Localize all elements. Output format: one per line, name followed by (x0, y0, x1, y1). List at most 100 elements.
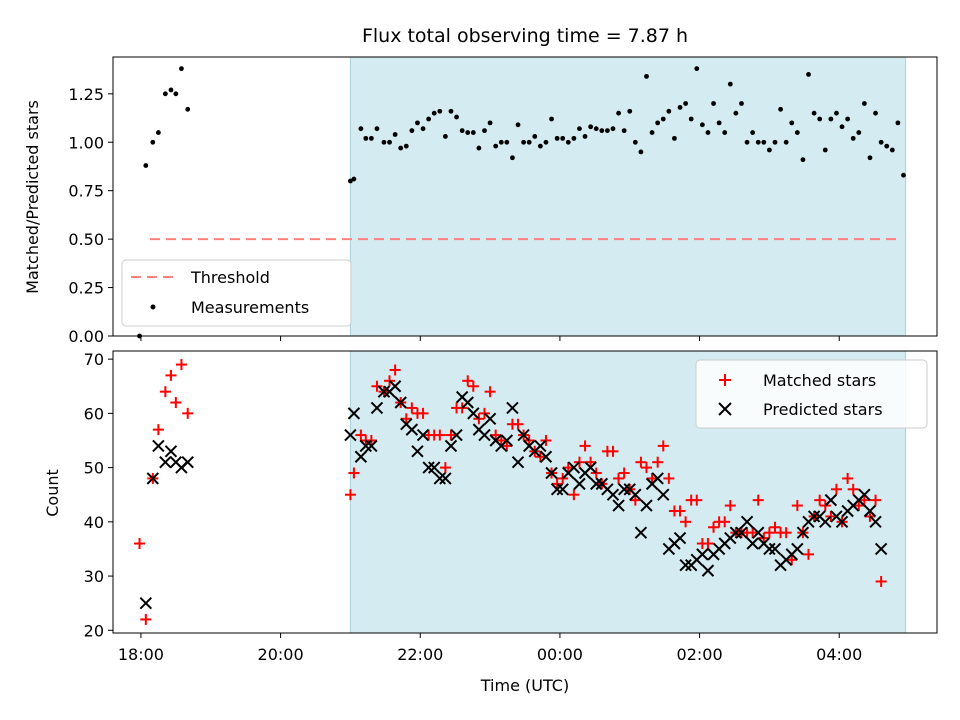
matched-star-point (365, 434, 377, 446)
predicted-star-point (590, 477, 603, 491)
matched-star-point (657, 440, 669, 452)
measurement-point (632, 139, 638, 145)
matched-star-point (355, 429, 367, 441)
measurement-point (526, 139, 532, 145)
measurement-point (605, 128, 610, 134)
measurement-point (806, 72, 811, 77)
measurement-point (677, 104, 683, 110)
measurement-point (610, 126, 616, 132)
bottom-axes-frame (112, 350, 938, 634)
measurement-point (549, 116, 554, 122)
measurement-point (437, 108, 443, 114)
matched-star-point (847, 483, 859, 495)
measurement-point (554, 135, 560, 141)
matched-star-point (152, 424, 164, 436)
predicted-star-point (606, 488, 620, 501)
matched-star-point (830, 483, 842, 495)
measurement-point (789, 120, 795, 126)
predicted-star-point (673, 531, 687, 545)
legend-threshold-label: Threshold (190, 268, 270, 287)
predicted-star-point (164, 445, 178, 458)
measurement-point (577, 126, 582, 132)
top-y-ticks: 0.00 0.25 0.50 0.75 1.00 1.25 (68, 85, 113, 346)
top-y-tick-label: 0.25 (68, 279, 104, 298)
measurement-point (351, 176, 357, 182)
measurement-point (162, 91, 168, 97)
matched-star-point (629, 494, 641, 506)
measurement-point (387, 139, 392, 145)
measurement-point (856, 130, 862, 135)
predicted-star-point (354, 450, 368, 463)
measurement-point (761, 139, 767, 145)
measurement-point (409, 128, 415, 134)
matched-star-point (842, 472, 854, 484)
measurement-point (828, 116, 834, 122)
measurement-point (470, 130, 476, 135)
measurement-point (845, 116, 851, 122)
measurement-point (381, 139, 387, 145)
matched-star-point (819, 500, 831, 512)
measurement-point (722, 130, 728, 135)
predicted-star-point (433, 472, 447, 485)
chart-title: Flux total observing time = 7.87 h (362, 25, 688, 47)
predicted-star-point (768, 542, 782, 556)
bottom-y-ticks: 20 30 40 50 60 70 (84, 350, 113, 640)
measurement-point (465, 130, 471, 135)
top-legend-box (121, 259, 352, 327)
matched-star-point (573, 456, 585, 468)
matched-star-point (478, 407, 490, 419)
predicted-star-point (517, 428, 530, 442)
predicted-star-point (657, 488, 670, 501)
measurement-point (571, 135, 577, 141)
matched-star-point (579, 440, 591, 452)
matched-star-point (344, 489, 356, 501)
predicted-star-point (146, 472, 160, 485)
matched-star-point (400, 413, 412, 425)
matched-star-point (159, 386, 171, 398)
measurement-point (867, 155, 873, 161)
measurement-point (403, 143, 409, 149)
measurement-point (772, 139, 778, 145)
measurement-point (358, 126, 364, 132)
measurement-point (699, 122, 705, 128)
measurement-point (621, 128, 627, 134)
predicted-star-point (763, 542, 776, 556)
matched-star-point (389, 364, 401, 376)
top-y-tick-label: 0.50 (68, 230, 104, 249)
top-y-tick-label: 0.00 (68, 327, 104, 346)
measurement-point (739, 101, 744, 106)
top-axes-frame (112, 56, 938, 337)
measurement-point (644, 73, 649, 79)
legend-matched-swatch (719, 374, 731, 386)
matched-star-point (495, 434, 507, 446)
matched-star-point (371, 380, 383, 392)
predicted-star-point (863, 504, 877, 518)
matched-star-point (348, 467, 360, 479)
matched-star-point (763, 527, 775, 539)
matched-star-point (417, 407, 429, 419)
bottom-x-ticks: 18:00 20:00 22:00 00:00 02:00 04:00 (118, 633, 862, 664)
matched-star-points (134, 359, 887, 625)
matched-star-point (182, 407, 194, 419)
matched-star-point (406, 402, 418, 414)
matched-star-point (523, 434, 535, 446)
predicted-star-point (752, 526, 765, 539)
predicted-star-point (483, 412, 497, 425)
measurement-point (733, 110, 739, 116)
matched-star-point (434, 429, 446, 441)
matched-star-point (590, 467, 602, 479)
predicted-star-point (467, 407, 480, 420)
predicted-star-point (159, 455, 172, 469)
measurement-point (459, 128, 465, 134)
predicted-star-point (428, 461, 441, 474)
matched-star-point (758, 532, 770, 544)
measurement-point (800, 157, 806, 163)
predicted-star-point (416, 428, 430, 442)
measurement-point (363, 135, 369, 141)
measurement-point (431, 110, 437, 116)
matched-star-point (473, 413, 485, 425)
predicted-star-point (740, 515, 754, 529)
legend-measurements-swatch (150, 304, 156, 310)
matched-star-point (540, 434, 552, 446)
